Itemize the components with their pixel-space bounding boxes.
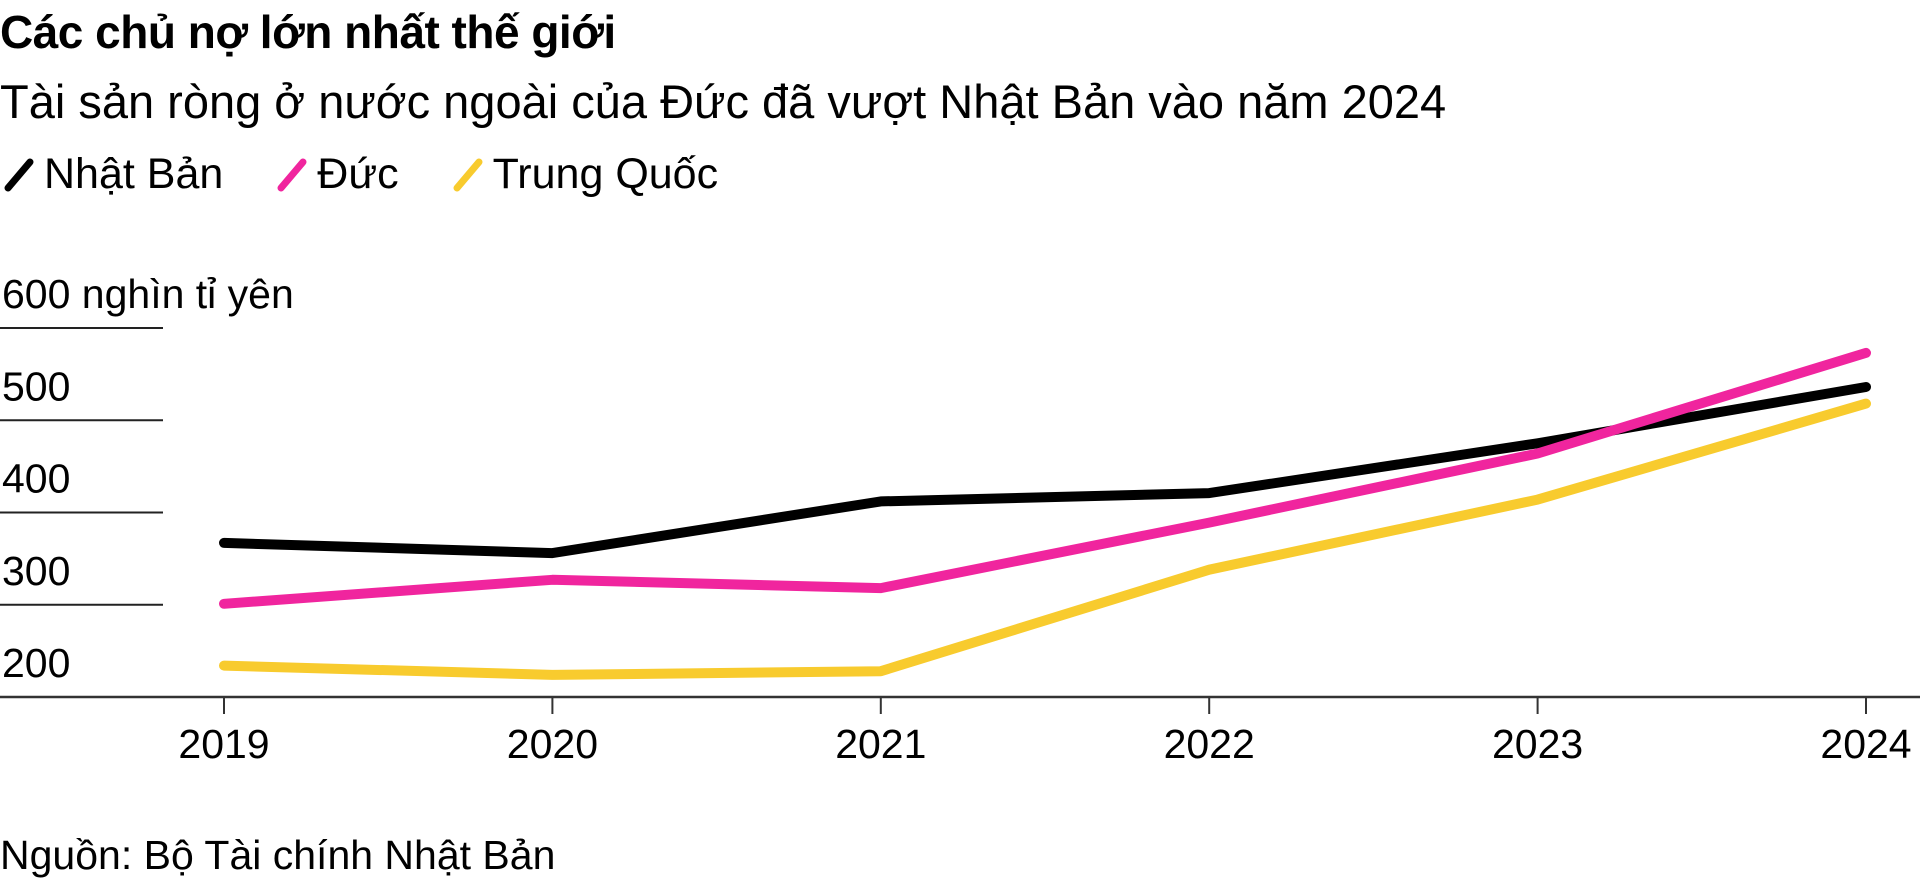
x-axis: 2019 2020 2021 2022 2023 2024 [0, 695, 1920, 767]
x-tick-label: 2021 [835, 721, 926, 767]
y-axis-labels: 200 300 400 500 600 nghìn tỉ yên [2, 271, 294, 686]
legend: Nhật Bản Đức Trung Quốc [0, 148, 768, 200]
series-line-japan [219, 382, 1871, 559]
y-tick-label: 500 [2, 363, 70, 409]
y-tick-label: 300 [2, 548, 70, 594]
legend-swatch-china [453, 158, 483, 192]
legend-item-japan: Nhật Bản [0, 148, 223, 200]
chart-subtitle: Tài sản ròng ở nước ngoài của Đức đã vượ… [0, 75, 1447, 128]
diagonal-line-icon [4, 158, 34, 192]
series-line-germany [219, 347, 1871, 609]
legend-label-japan: Nhật Bản [44, 150, 224, 198]
legend-swatch-japan [4, 158, 34, 192]
legend-label-germany: Đức [317, 150, 399, 198]
chart-title: Các chủ nợ lớn nhất thế giới [0, 6, 616, 58]
legend-item-china: Trung Quốc [449, 148, 718, 200]
diagonal-line-icon [277, 158, 307, 192]
series-line-china [219, 398, 1871, 680]
source-note: Nguồn: Bộ Tài chính Nhật Bản [0, 832, 556, 878]
x-tick-label: 2022 [1164, 721, 1255, 767]
gridlines [0, 327, 163, 606]
y-tick-label: 600 nghìn tỉ yên [2, 271, 294, 317]
y-tick-label: 400 [2, 456, 70, 502]
x-tick-label: 2024 [1820, 721, 1911, 767]
y-tick-label: 200 [2, 640, 70, 686]
legend-label-china: Trung Quốc [492, 150, 719, 198]
x-tick-label: 2020 [507, 721, 598, 767]
diagonal-line-icon [453, 158, 483, 192]
x-tick-label: 2023 [1492, 721, 1583, 767]
series-lines [219, 347, 1871, 680]
legend-swatch-germany [277, 158, 307, 192]
legend-item-germany: Đức [273, 148, 399, 200]
x-tick-label: 2019 [178, 721, 269, 767]
